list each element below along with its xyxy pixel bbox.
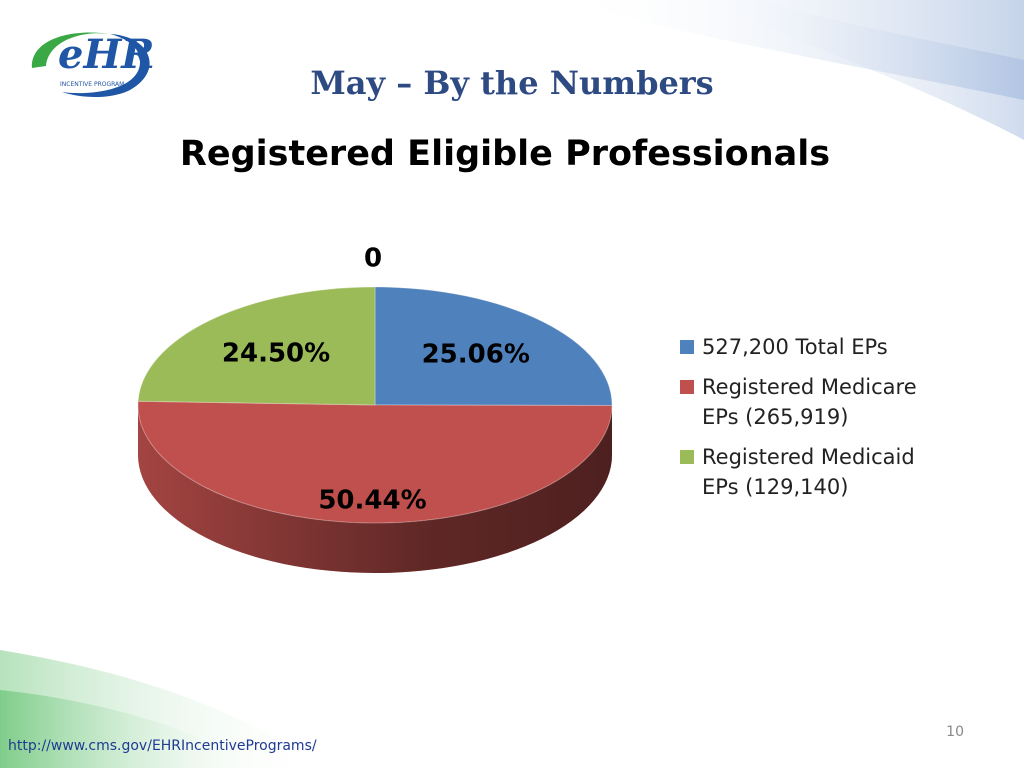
logo: eHR INCENTIVE PROGRAM bbox=[31, 31, 154, 97]
legend: 527,200 Total EPs Registered Medicare EPs… bbox=[680, 332, 930, 512]
data-label: 24.50% bbox=[222, 339, 330, 369]
legend-label: Registered Medicare EPs (265,919) bbox=[702, 375, 917, 429]
legend-swatch bbox=[680, 450, 694, 464]
slide-title: May – By the Numbers bbox=[310, 64, 714, 102]
data-label: 50.44% bbox=[318, 485, 426, 515]
swoosh bbox=[0, 690, 260, 768]
legend-swatch bbox=[680, 340, 694, 354]
legend-label: Registered Medicaid EPs (129,140) bbox=[702, 445, 915, 499]
slice bbox=[374, 286, 613, 406]
slice bbox=[137, 400, 613, 524]
footer-url: http://www.cms.gov/EHRIncentivePrograms/ bbox=[8, 738, 317, 754]
data-label: 25.06% bbox=[422, 340, 530, 370]
swoosh bbox=[700, 0, 1024, 140]
legend-label: 527,200 Total EPs bbox=[702, 335, 888, 359]
page-number: 10 bbox=[946, 724, 964, 740]
legend-item: Registered Medicare EPs (265,919) bbox=[680, 372, 930, 432]
logo-caption: INCENTIVE PROGRAM bbox=[60, 81, 124, 88]
slice-side-shade bbox=[138, 405, 612, 573]
slice bbox=[137, 286, 376, 406]
annotation: 0 bbox=[364, 244, 382, 274]
legend-item: Registered Medicaid EPs (129,140) bbox=[680, 442, 930, 502]
logo-mark: eHR bbox=[58, 31, 154, 78]
legend-swatch bbox=[680, 380, 694, 394]
legend-item: 527,200 Total EPs bbox=[680, 332, 930, 362]
chart-title: Registered Eligible Professionals bbox=[179, 134, 831, 174]
